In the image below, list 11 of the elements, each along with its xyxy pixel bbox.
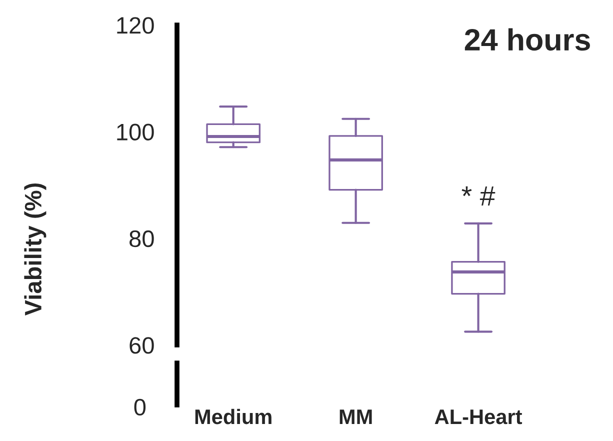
y-tick-label: 100 [117, 124, 154, 140]
y-tick-label: 60 [130, 337, 154, 354]
chart-title: 24 hours [464, 28, 590, 51]
x-tick-label: Medium [195, 408, 272, 424]
y-tick-label: 80 [130, 230, 154, 248]
x-tick-label: AL-Heart [434, 410, 522, 424]
x-tick-label: MM [340, 410, 372, 424]
annotation: * # [462, 186, 496, 206]
text: 0 [134, 398, 146, 416]
y-tick-label: 120 [117, 17, 154, 34]
y-axis-title: Viability (%) [24, 183, 46, 316]
